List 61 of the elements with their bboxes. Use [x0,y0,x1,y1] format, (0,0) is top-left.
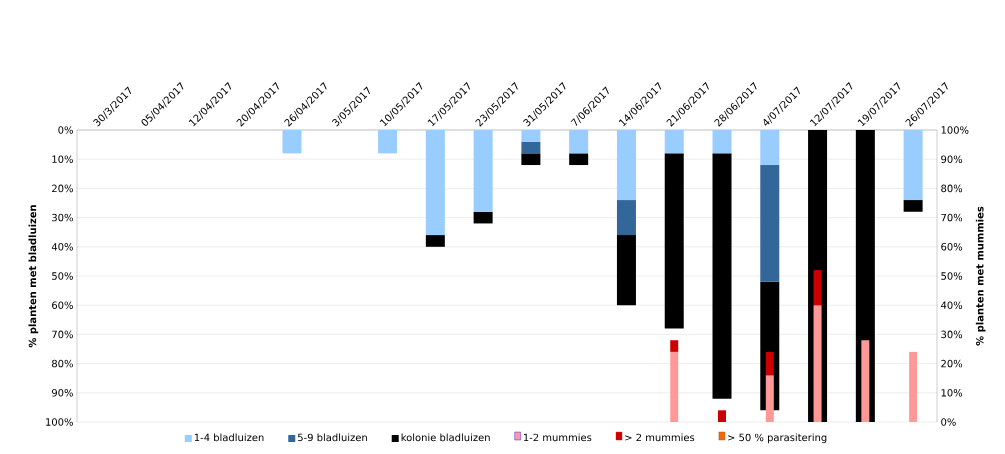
bar [569,153,589,166]
y-tick-label: 30% [52,213,73,222]
y2-tick-label: 0% [941,418,956,426]
bar [760,130,780,166]
bar [282,130,302,154]
bar [909,351,918,422]
bar [378,130,398,154]
bar [670,340,679,352]
bar [616,235,636,306]
bar [718,410,727,422]
y-tick-label: 90% [51,389,73,397]
legend-label: > 50 % parasitering [728,433,827,444]
y-tick-label: 60% [52,301,73,309]
y2-tick-label: 60% [941,243,963,251]
y-tick-label: 70% [52,330,73,339]
bar [903,200,923,212]
y-tick-label: 0% [58,126,73,134]
legend-label: kolonie bladluizen [401,433,490,442]
legend-label: 1-2 mummies [523,433,592,442]
y-axis-title: % planten met bladluizen [28,205,39,348]
y2-tick-label: 30% [941,330,963,339]
y2-tick-label: 20% [941,359,963,368]
bar [473,130,493,212]
y2-tick-label: 40% [941,301,963,309]
y-tick-label: 10% [52,155,73,163]
bar [569,130,589,154]
legend-label: 5-9 bladluizen [298,433,367,442]
bar [425,130,445,236]
bar [473,211,493,224]
y-tick-label: 40% [51,243,73,251]
bar [521,153,541,166]
bar [521,130,541,142]
bar [712,153,732,399]
bar [765,375,774,422]
y-tick-label: 100% [46,418,73,426]
bar [712,130,732,154]
bar [765,351,774,376]
bar [521,141,541,154]
y2-tick-label: 90% [941,155,963,163]
y2-tick-label: 100% [941,126,969,134]
bar [670,351,679,422]
y2-axis-title: % planten met mummies [975,206,986,346]
bar [760,165,780,282]
y-tick-label: 80% [52,359,73,368]
y2-tick-label: 10% [941,389,963,397]
y2-tick-label: 70% [941,213,963,222]
legend-label: 1-4 bladluizen [194,433,264,442]
bar [425,235,445,247]
bar [813,270,822,306]
y-tick-label: 20% [52,184,73,193]
y-tick-label: 50% [52,272,73,280]
bar [616,130,636,201]
bar [664,153,684,329]
bar [861,340,870,422]
y2-tick-label: 50% [941,272,963,280]
bar [903,130,923,201]
y2-tick-label: 80% [941,184,963,193]
bar [664,130,684,154]
legend-label: > 2 mummies [625,433,695,442]
bar [616,200,636,236]
bar [813,305,822,422]
